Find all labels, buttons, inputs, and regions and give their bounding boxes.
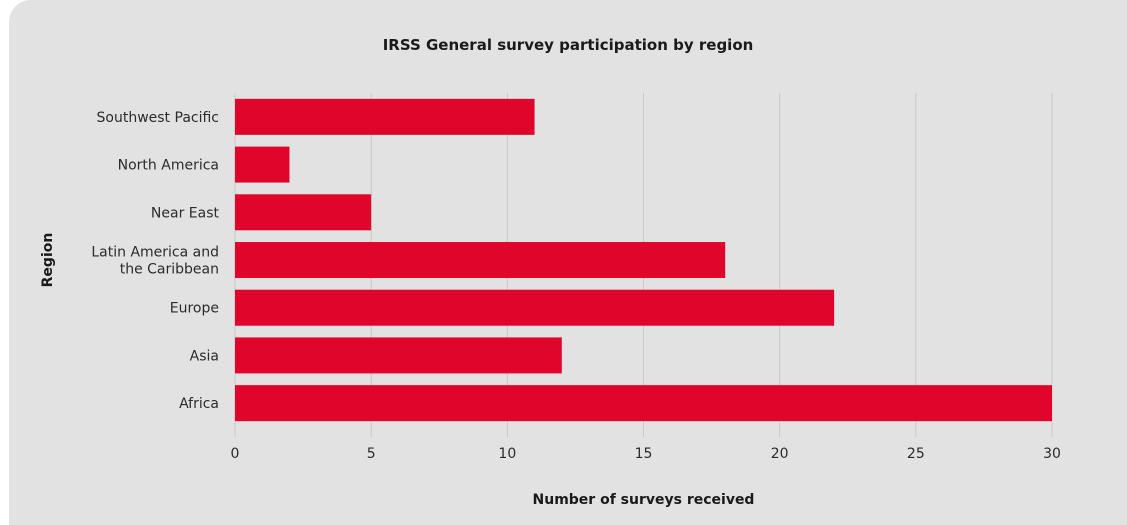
category-label-1: North America [118, 158, 219, 174]
category-label-3: Latin America and the Caribbean [91, 245, 219, 278]
chart-card: IRSS General survey participation by reg… [9, 0, 1127, 525]
x-tick-label-0: 0 [231, 446, 240, 462]
x-tick-label-1: 5 [367, 446, 376, 462]
bar-2 [235, 194, 372, 231]
x-axis-ticks: 0 5 10 15 20 25 30 [231, 446, 1061, 462]
category-label-0: Southwest Pacific [97, 110, 219, 126]
x-tick-label-2: 10 [498, 446, 516, 462]
bar-3 [235, 242, 726, 278]
bar-1 [235, 146, 290, 183]
category-label-6: Africa [179, 396, 219, 412]
x-tick-label-3: 15 [635, 446, 653, 462]
y-axis-categories: Southwest Pacific North America Near East L… [91, 110, 219, 412]
category-label-2: Near East [151, 205, 220, 221]
bar-4 [235, 289, 835, 326]
x-axis-title: Number of surveys received [533, 492, 755, 508]
bar-6 [235, 385, 1052, 422]
x-tick-label-5: 25 [907, 446, 925, 462]
category-label-4: Europe [170, 301, 219, 317]
bars [235, 98, 1052, 422]
bar-5 [235, 337, 562, 374]
category-label-5: Asia [190, 348, 219, 364]
bar-0 [235, 98, 535, 135]
y-axis-title: Region [40, 233, 56, 288]
chart-title: IRSS General survey participation by reg… [382, 36, 754, 54]
x-tick-label-4: 20 [771, 446, 789, 462]
bar-chart: 0 5 10 15 20 25 30 Southwest Pacific North Amer… [40, 93, 1061, 508]
x-tick-label-6: 30 [1043, 446, 1061, 462]
